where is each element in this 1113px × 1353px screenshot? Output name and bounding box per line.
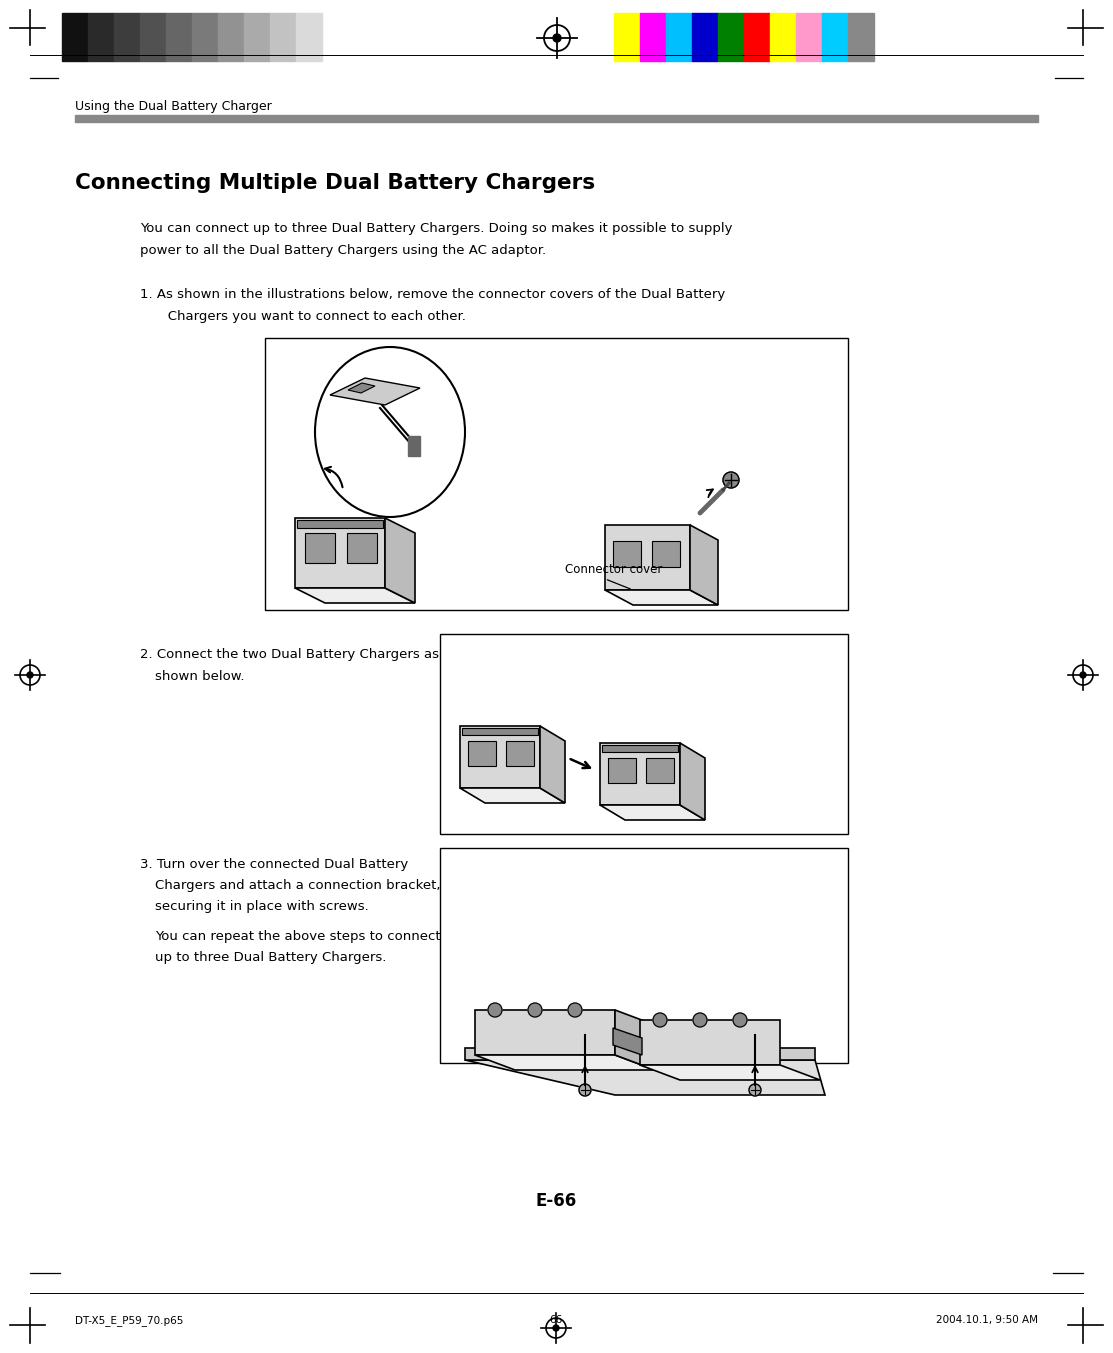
Bar <box>265 338 848 610</box>
Polygon shape <box>348 383 375 392</box>
Text: 66: 66 <box>550 1315 563 1325</box>
Bar <box>347 533 377 563</box>
Polygon shape <box>600 743 680 805</box>
Bar <box>140 14 166 61</box>
Polygon shape <box>465 1059 825 1095</box>
Text: Chargers you want to connect to each other.: Chargers you want to connect to each oth… <box>155 310 466 323</box>
Circle shape <box>579 1084 591 1096</box>
Bar <box>244 14 270 61</box>
Text: 2. Connect the two Dual Battery Chargers as: 2. Connect the two Dual Battery Chargers… <box>140 648 439 662</box>
Polygon shape <box>385 518 415 603</box>
Polygon shape <box>600 805 705 820</box>
Circle shape <box>553 34 561 42</box>
Text: You can connect up to three Dual Battery Chargers. Doing so makes it possible to: You can connect up to three Dual Battery… <box>140 222 732 235</box>
Bar <box>408 436 420 456</box>
Bar <box>305 533 335 563</box>
Polygon shape <box>329 377 420 405</box>
Bar <box>608 758 636 783</box>
Text: securing it in place with screws.: securing it in place with screws. <box>155 900 368 913</box>
Bar <box>646 758 674 783</box>
Bar <box>296 14 322 61</box>
Bar <box>823 14 848 61</box>
Bar <box>796 14 823 61</box>
Bar <box>467 741 496 766</box>
Polygon shape <box>475 1055 654 1070</box>
Text: 1. As shown in the illustrations below, remove the connector covers of the Dual : 1. As shown in the illustrations below, … <box>140 288 726 300</box>
Polygon shape <box>680 743 705 820</box>
Bar <box>75 115 1038 122</box>
Bar <box>62 14 88 61</box>
Bar <box>297 520 383 528</box>
Bar <box>440 848 848 1063</box>
Text: 2004.10.1, 9:50 AM: 2004.10.1, 9:50 AM <box>936 1315 1038 1325</box>
Polygon shape <box>465 1049 815 1059</box>
Polygon shape <box>605 525 690 590</box>
Circle shape <box>723 472 739 488</box>
Bar <box>193 14 218 61</box>
Polygon shape <box>615 1009 654 1070</box>
Text: You can repeat the above steps to connect: You can repeat the above steps to connec… <box>155 930 441 943</box>
Polygon shape <box>640 1065 820 1080</box>
Text: E-66: E-66 <box>535 1192 577 1210</box>
Bar <box>166 14 193 61</box>
Bar <box>640 14 666 61</box>
Circle shape <box>553 1325 559 1331</box>
Text: DT-X5_E_P59_70.p65: DT-X5_E_P59_70.p65 <box>75 1315 184 1326</box>
Polygon shape <box>295 589 415 603</box>
Polygon shape <box>613 1028 642 1055</box>
Circle shape <box>487 1003 502 1017</box>
Bar <box>270 14 296 61</box>
Bar <box>602 746 678 752</box>
Polygon shape <box>295 518 385 589</box>
Text: Using the Dual Battery Charger: Using the Dual Battery Charger <box>75 100 272 114</box>
Text: up to three Dual Battery Chargers.: up to three Dual Battery Chargers. <box>155 951 386 963</box>
Bar <box>614 14 640 61</box>
Circle shape <box>528 1003 542 1017</box>
Bar <box>652 541 680 567</box>
Bar <box>440 635 848 833</box>
Polygon shape <box>690 525 718 605</box>
Polygon shape <box>605 590 718 605</box>
Polygon shape <box>460 727 540 787</box>
Bar <box>462 728 538 735</box>
Polygon shape <box>535 1055 755 1063</box>
Bar <box>88 14 114 61</box>
Text: power to all the Dual Battery Chargers using the AC adaptor.: power to all the Dual Battery Chargers u… <box>140 244 546 257</box>
Circle shape <box>749 1084 761 1096</box>
Ellipse shape <box>315 346 465 517</box>
Bar <box>718 14 743 61</box>
Circle shape <box>1080 672 1086 678</box>
Circle shape <box>653 1013 667 1027</box>
Circle shape <box>693 1013 707 1027</box>
Bar <box>613 541 641 567</box>
Text: shown below.: shown below. <box>155 670 245 683</box>
Bar <box>114 14 140 61</box>
Text: 3. Turn over the connected Dual Battery: 3. Turn over the connected Dual Battery <box>140 858 408 871</box>
Polygon shape <box>640 1020 780 1065</box>
Bar <box>743 14 770 61</box>
Text: Connector cover: Connector cover <box>565 563 662 589</box>
Bar <box>770 14 796 61</box>
Circle shape <box>733 1013 747 1027</box>
Text: Connecting Multiple Dual Battery Chargers: Connecting Multiple Dual Battery Charger… <box>75 173 595 193</box>
Polygon shape <box>540 727 565 802</box>
Bar <box>218 14 244 61</box>
Bar <box>666 14 692 61</box>
Circle shape <box>27 672 33 678</box>
Text: Chargers and attach a connection bracket,: Chargers and attach a connection bracket… <box>155 879 441 892</box>
Circle shape <box>568 1003 582 1017</box>
Bar <box>848 14 874 61</box>
Bar <box>506 741 534 766</box>
Polygon shape <box>475 1009 615 1055</box>
Polygon shape <box>460 787 565 802</box>
Bar <box>692 14 718 61</box>
